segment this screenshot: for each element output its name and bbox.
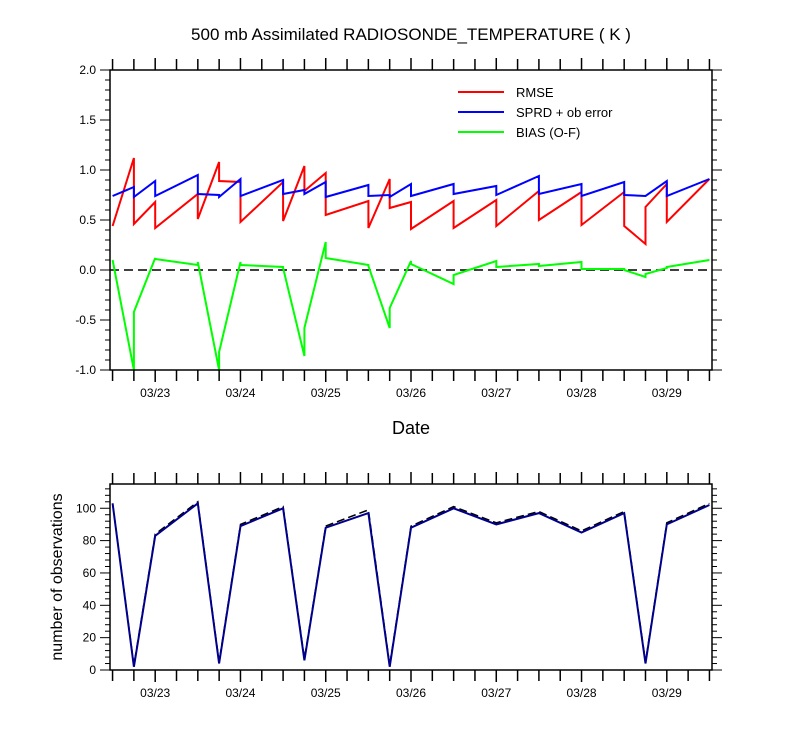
x-tick-label: 03/29 xyxy=(652,386,682,400)
x-tick-label: 03/26 xyxy=(396,686,426,700)
y-tick-label: 0 xyxy=(89,663,96,677)
legend-label-sprd-ob-error: SPRD + ob error xyxy=(516,105,613,120)
legend-label-rmse: RMSE xyxy=(516,85,554,100)
y-tick-label: 100 xyxy=(76,501,96,515)
x-tick-label: 03/24 xyxy=(225,686,255,700)
x-tick-label: 03/23 xyxy=(140,686,170,700)
y-tick-label: 40 xyxy=(83,598,97,612)
series-line-rmse xyxy=(111,157,711,247)
y-tick-label: 2.0 xyxy=(79,63,96,77)
y-tick-label: 20 xyxy=(83,631,97,645)
y-tick-label: 0.0 xyxy=(79,263,96,277)
legend: RMSE SPRD + ob error BIAS (O-F) xyxy=(458,85,613,140)
x-tick-label: 03/28 xyxy=(567,686,597,700)
x-tick-label: 03/25 xyxy=(311,386,341,400)
chart-panel-1: 2.0 1.5 1.0 0.5 0.0 -0.5 -1.0 03/23 03/24 03/25 03… xyxy=(75,25,722,438)
x-tick-label: 03/26 xyxy=(396,386,426,400)
y-tick-label: 1.0 xyxy=(79,163,96,177)
y-tick-label: 0.5 xyxy=(79,213,96,227)
x-tick-label: 03/29 xyxy=(652,686,682,700)
y-tick-label: -0.5 xyxy=(75,313,96,327)
y-tick-label: 1.5 xyxy=(79,113,96,127)
y-tick-label: -1.0 xyxy=(75,363,96,377)
legend-label-bias-o-f: BIAS (O-F) xyxy=(516,125,580,140)
x-tick-label: 03/27 xyxy=(481,386,511,400)
series-line-observations-possible xyxy=(111,500,710,666)
x-tick-label: 03/24 xyxy=(225,386,255,400)
y-tick-label: 80 xyxy=(83,534,97,548)
series-line-sprd-ob-error xyxy=(112,173,710,200)
x-tick-label: 03/27 xyxy=(481,686,511,700)
y-axis-label: number of observations xyxy=(49,493,66,660)
chart-title: 500 mb Assimilated RADIOSONDE_TEMPERATUR… xyxy=(191,25,631,44)
chart-panel-2: 0 20 40 60 80 100 03/23 03/24 03/25 03/26 03/27 03/… xyxy=(49,472,722,700)
series-line-bias-o-f xyxy=(111,241,710,371)
x-tick-label: 03/25 xyxy=(311,686,341,700)
y-tick-label: 60 xyxy=(83,566,97,580)
x-tick-label: 03/28 xyxy=(567,386,597,400)
x-tick-label: 03/23 xyxy=(140,386,170,400)
series-line-observations-used xyxy=(111,501,710,667)
x-axis-label: Date xyxy=(392,418,430,438)
